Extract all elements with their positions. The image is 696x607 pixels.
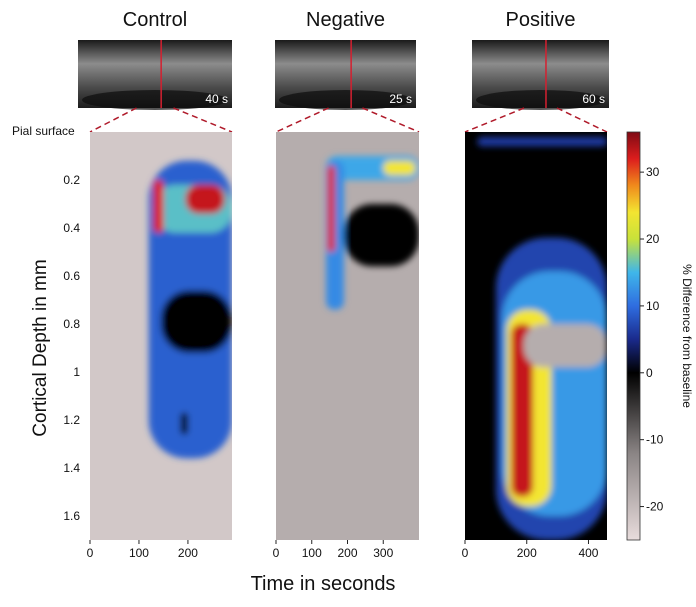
photo-shadow-control [82,90,228,110]
photo-shadow-negative [279,90,412,110]
photo-shadow-positive [476,90,605,110]
y-axis-label: Cortical Depth in mm [30,259,51,436]
x-axis-label: Time in seconds [251,573,396,595]
x-tick-label-negative-3: 300 [373,546,393,560]
heatmap-region-positive-5 [523,324,607,368]
zoom-line-left-positive [464,107,525,133]
heatmap-region-control-4 [161,290,232,353]
heatmap-region-negative-1 [383,160,416,176]
x-tick-label-control-2: 200 [178,546,198,560]
photo-time-negative: 25 s [389,92,412,106]
colorbar-tick-label-4: -10 [646,433,664,447]
panel-title-control: Control [123,9,187,31]
x-tick-label-positive-0: 0 [462,546,469,560]
y-tick-label-3: 0.8 [63,317,80,331]
colorbar-tick-label-5: -20 [646,500,664,514]
zoom-line-left-control [89,107,137,133]
y-tick-label-0: 0.2 [63,173,80,187]
heatmap-region-negative-3 [327,165,335,252]
y-tick-label-4: 1 [73,365,80,379]
y-tick-label-6: 1.4 [63,461,80,475]
heatmap-region-positive-4 [511,324,533,497]
x-tick-label-positive-2: 400 [578,546,598,560]
heatmap-region-control-3 [185,184,225,214]
photo-time-control: 40 s [205,92,228,106]
y-tick-label-2: 0.6 [63,269,80,283]
y-tick-label-1: 0.4 [63,221,80,235]
heatmap-region-negative-4 [343,204,419,267]
y-tick-label-7: 1.6 [63,509,80,523]
colorbar-tick-label-0: 30 [646,165,660,179]
panel-title-negative: Negative [306,9,385,31]
heatmap-region-positive-0 [477,136,607,147]
colorbar [626,131,641,541]
colorbar-tick-label-2: 10 [646,299,660,313]
colorbar-label: % Difference from baseline [680,264,694,408]
x-tick-label-positive-1: 200 [517,546,537,560]
zoom-line-right-positive [556,107,608,133]
zoom-line-left-negative [275,107,329,133]
x-tick-label-control-0: 0 [87,546,94,560]
x-tick-label-negative-0: 0 [273,546,280,560]
photo-time-positive: 60 s [582,92,605,106]
heatmap-region-control-2 [153,180,164,233]
x-tick-label-negative-1: 100 [302,546,322,560]
pial-surface-label: Pial surface [12,124,75,138]
colorbar-tick-label-3: 0 [646,366,653,380]
heatmap-region-control-5 [180,412,188,435]
x-tick-label-control-1: 100 [129,546,149,560]
zoom-line-right-negative [362,107,420,133]
zoom-line-right-control [173,107,233,133]
panel-title-positive: Positive [505,9,575,31]
y-tick-label-5: 1.2 [63,413,80,427]
colorbar-tick-label-1: 20 [646,232,660,246]
x-tick-label-negative-2: 200 [337,546,357,560]
heatmap-background-negative [276,132,419,540]
